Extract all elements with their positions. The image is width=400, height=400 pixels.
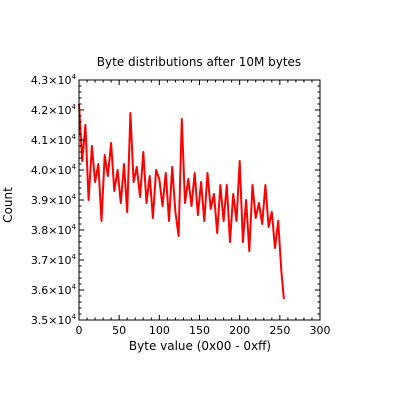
x-tick-label: 0 <box>76 324 83 337</box>
x-axis-label: Byte value (0x00 - 0xff) <box>129 339 271 353</box>
chart-title: Byte distributions after 10M bytes <box>97 55 301 69</box>
y-axis: 3.5×104 3.6×104 3.7×104 3.8×104 3.9×104 4.0×1… <box>31 73 320 327</box>
y-tick-label: 4.3×104 <box>31 73 77 87</box>
y-tick-label: 4.2×104 <box>31 103 77 117</box>
y-tick-label: 3.9×104 <box>31 193 77 207</box>
y-axis-label: Count <box>1 187 15 223</box>
x-tick-label: 300 <box>310 324 331 337</box>
y-tick-label: 3.7×104 <box>31 253 77 267</box>
series-line <box>78 103 285 300</box>
x-tick-label: 100 <box>149 324 170 337</box>
y-tick-label: 3.6×104 <box>31 283 77 297</box>
x-tick-label: 150 <box>189 324 210 337</box>
y-tick-label: 3.5×104 <box>31 313 77 327</box>
x-axis: 0 50 100 150 200 250 300 <box>76 80 331 337</box>
series-line-group <box>78 103 285 300</box>
y-tick-label: 4.1×104 <box>31 133 77 147</box>
x-tick-label: 250 <box>269 324 290 337</box>
x-tick-label: 50 <box>112 324 126 337</box>
y-tick-label: 3.8×104 <box>31 223 77 237</box>
y-tick-label: 4.0×104 <box>31 163 77 177</box>
x-tick-label: 200 <box>229 324 250 337</box>
